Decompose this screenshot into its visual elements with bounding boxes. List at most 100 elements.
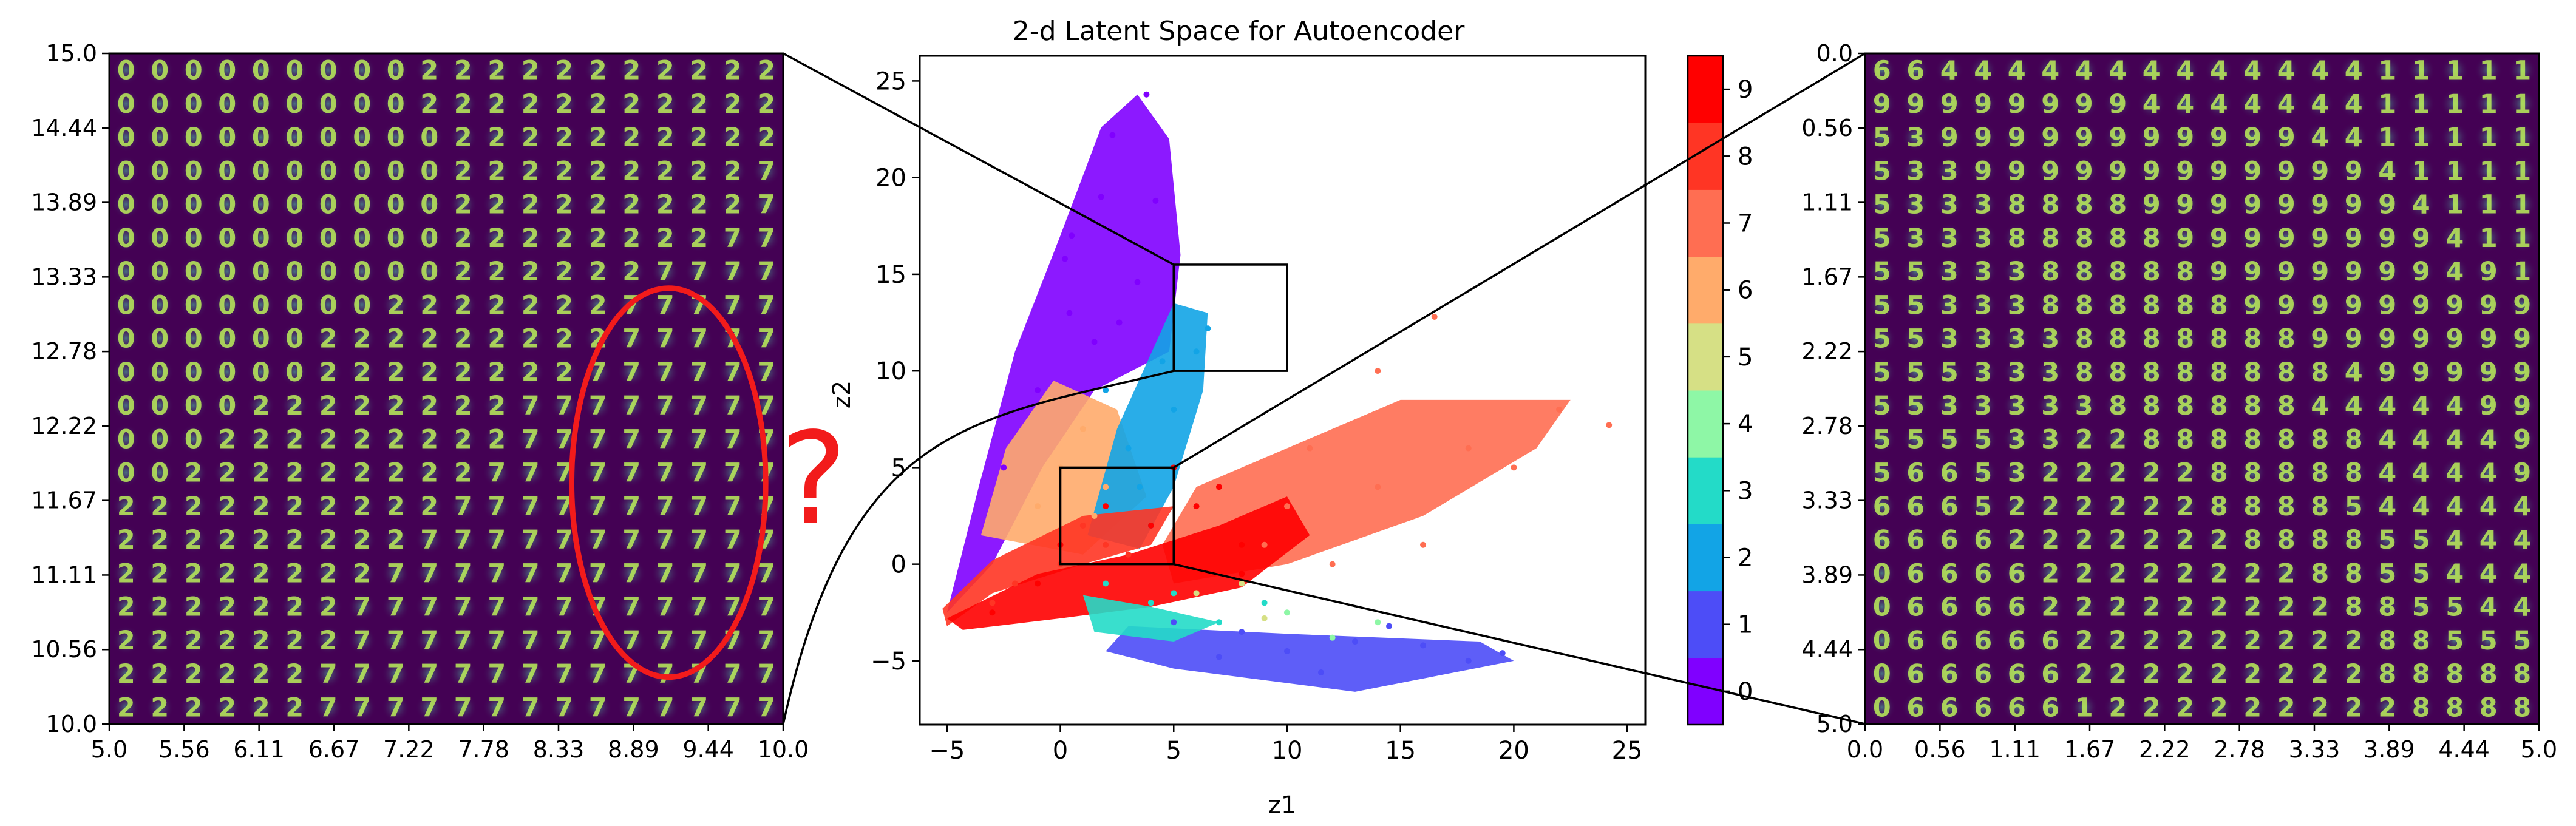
right-digit: 2 — [2143, 558, 2161, 589]
left-cell-glow — [280, 491, 309, 521]
left-cell-glow — [617, 156, 646, 186]
left-cell-glow — [381, 122, 410, 152]
left-digit: 7 — [589, 525, 607, 555]
right-digit: 1 — [2479, 223, 2498, 254]
right-digit: 9 — [2176, 156, 2194, 186]
right-digit: 2 — [2210, 525, 2228, 555]
left-digit: 2 — [185, 492, 203, 522]
right-cell-glow — [2474, 692, 2503, 722]
x-tick-label: 20 — [1498, 737, 1529, 765]
right-cell-glow — [2407, 256, 2436, 286]
left-cell-glow — [718, 625, 747, 655]
right-cell-glow — [2002, 524, 2031, 555]
right-digit: 6 — [1974, 626, 1992, 656]
right-cell-glow — [2440, 558, 2469, 588]
right-digit: 8 — [2277, 492, 2296, 522]
left-digit: 0 — [117, 324, 135, 354]
right-digit: 8 — [2210, 391, 2228, 421]
left-cell-glow — [482, 592, 511, 621]
right-cell-glow — [1968, 424, 1997, 454]
left-cell-glow — [347, 223, 376, 253]
right-digit: 2 — [2277, 659, 2296, 689]
left-digit: 0 — [387, 257, 405, 287]
right-cell-glow — [2440, 290, 2469, 320]
left-digit: 2 — [757, 56, 775, 86]
left-cell-glow — [617, 424, 646, 454]
right-digit: 8 — [2176, 357, 2194, 388]
left-digit: 2 — [589, 290, 607, 320]
left-cell-glow — [280, 658, 309, 689]
right-cell-glow — [2373, 189, 2402, 219]
right-digit: 1 — [2479, 89, 2498, 120]
left-digit: 7 — [589, 492, 607, 522]
left-digit: 7 — [522, 692, 540, 723]
right-digit: 5 — [1873, 123, 1891, 153]
left-cell-glow — [347, 323, 376, 353]
right-digit: 3 — [2008, 324, 2026, 354]
left-digit: 0 — [218, 223, 236, 254]
right-digit: 4 — [2513, 592, 2531, 623]
right-digit: 2 — [2075, 525, 2093, 555]
left-digit: 7 — [555, 659, 573, 689]
right-digit: 5 — [2445, 626, 2464, 656]
right-cell-glow — [1901, 290, 1930, 320]
scatter-point-6 — [1079, 425, 1086, 432]
left-digit: 2 — [353, 458, 371, 489]
right-cell-glow — [2137, 189, 2166, 219]
right-cell-glow — [1968, 189, 1997, 219]
right-digit: 8 — [2041, 290, 2059, 320]
left-cell-glow — [381, 558, 410, 588]
right-cell-glow — [1935, 458, 1964, 487]
right-digit: 8 — [2243, 424, 2262, 455]
left-digit: 7 — [319, 692, 338, 723]
left-cell-glow — [449, 524, 478, 555]
right-digit: 5 — [2445, 592, 2464, 623]
left-digit: 0 — [185, 324, 203, 354]
left-frame — [108, 52, 784, 725]
left-digit: 2 — [656, 156, 675, 186]
right-cell-glow — [1867, 390, 1897, 421]
right-digit: 9 — [1940, 89, 1959, 120]
right-cell-glow — [2103, 524, 2132, 555]
right-cell-glow — [1968, 524, 1997, 555]
right-cell-glow — [2373, 491, 2402, 521]
left-cell-glow — [718, 223, 747, 253]
left-cell-glow — [246, 290, 276, 320]
left-cell-glow — [617, 122, 646, 152]
x-tick-label: 15 — [1385, 737, 1416, 765]
left-digit: 7 — [555, 692, 573, 723]
left-cell-glow — [145, 122, 174, 152]
left-digit: 7 — [757, 223, 775, 254]
left-cell-glow — [617, 256, 646, 286]
right-cell-glow — [2339, 290, 2368, 320]
right-digit: 8 — [2345, 458, 2363, 489]
left-digit: 2 — [522, 257, 540, 287]
right-digit: 9 — [2378, 257, 2396, 287]
left-cell-glow — [684, 357, 713, 387]
left-digit: 2 — [353, 391, 371, 421]
left-digit: 0 — [151, 458, 169, 489]
right-digit: 9 — [2277, 190, 2296, 220]
right-cell-glow — [1935, 524, 1964, 555]
right-cell-glow — [2137, 658, 2166, 689]
right-digit: 9 — [2243, 190, 2262, 220]
right-cell-glow — [2137, 290, 2166, 320]
right-cell-glow — [2474, 390, 2503, 421]
right-cell-glow — [1867, 323, 1897, 353]
left-cell-glow — [145, 55, 174, 85]
left-digit: 2 — [488, 223, 506, 254]
left-cell-glow — [314, 189, 343, 219]
right-cell-glow — [2238, 357, 2267, 387]
right-xtick-label: 2.22 — [2139, 736, 2190, 763]
left-digit: 7 — [724, 391, 742, 421]
left-cell-glow — [651, 491, 680, 521]
left-cell-glow — [482, 290, 511, 320]
right-xtick-label: 0.56 — [1914, 736, 1966, 763]
right-cell-glow — [2373, 357, 2402, 387]
left-cell-glow — [415, 692, 444, 722]
right-digit: 2 — [2109, 424, 2127, 455]
right-digit: 8 — [2210, 290, 2228, 320]
left-digit: 2 — [151, 659, 169, 689]
right-digit: 4 — [2143, 56, 2161, 86]
scatter-point-0 — [1091, 339, 1098, 345]
